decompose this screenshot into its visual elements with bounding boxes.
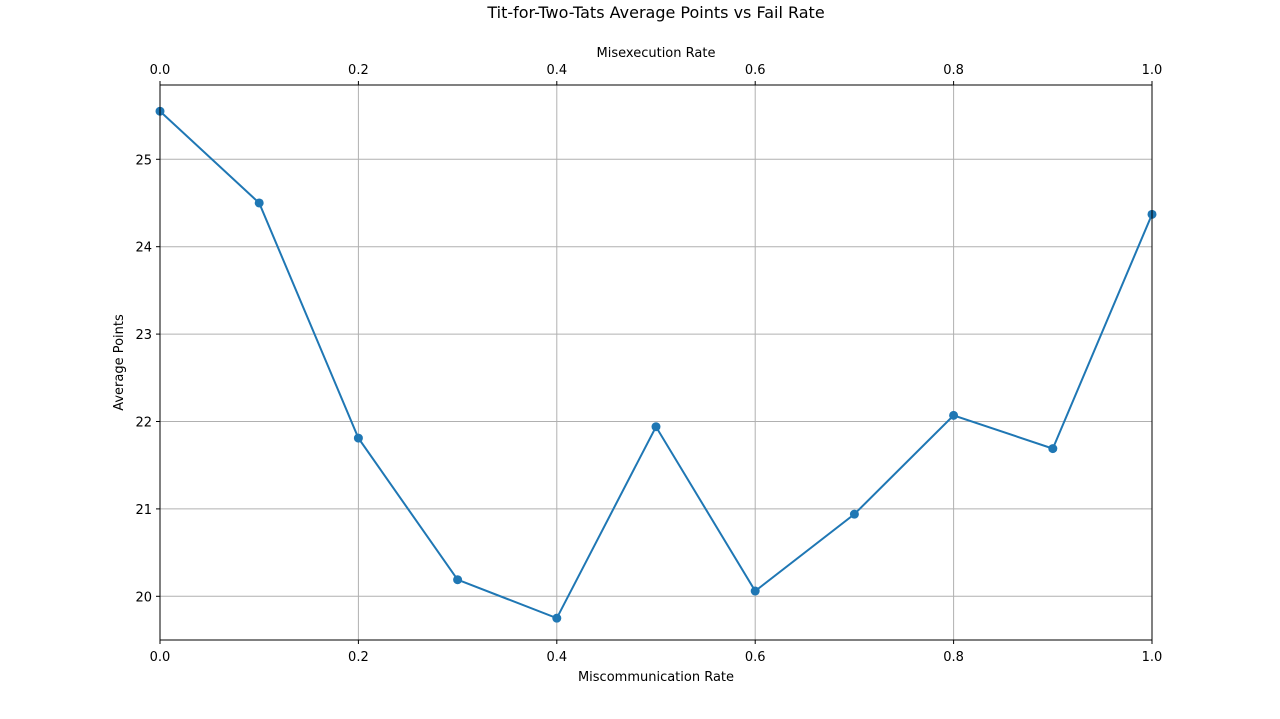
data-point (651, 422, 661, 432)
data-point (552, 613, 562, 623)
x-tick-label: 1.0 (1142, 650, 1163, 665)
top-x-tick-label: 0.8 (943, 63, 964, 78)
top-x-tick-label: 0.0 (150, 63, 171, 78)
x-tick-label: 0.8 (943, 650, 964, 665)
chart-title: Tit-for-Two-Tats Average Points vs Fail … (486, 3, 824, 22)
plot-frame (159, 84, 1153, 641)
data-point (353, 433, 363, 443)
top-x-tick-label: 0.2 (348, 63, 369, 78)
y-tick-label: 24 (135, 241, 152, 256)
y-tick-label: 25 (135, 153, 152, 168)
data-point (849, 509, 859, 519)
top-x-tick-label: 0.6 (745, 63, 766, 78)
y-tick-label: 22 (135, 415, 152, 430)
x-axis-label: Miscommunication Rate (578, 670, 734, 685)
axis-ticks: 0.0 0.0 0.2 0.2 0.4 0.4 0.6 0.6 0.8 0.8 1.0 1.0 20 21… (135, 63, 1162, 665)
top-x-tick-label: 0.4 (546, 63, 567, 78)
data-series (155, 106, 1157, 623)
x-tick-label: 0.2 (348, 650, 369, 665)
data-point (453, 575, 463, 585)
x-tick-label: 0.0 (150, 650, 171, 665)
top-x-axis-label: Misexecution Rate (597, 46, 716, 61)
data-point (949, 410, 959, 420)
y-tick-label: 21 (135, 503, 152, 518)
y-axis-label: Average Points (112, 314, 127, 411)
x-tick-label: 0.4 (546, 650, 567, 665)
top-x-tick-label: 1.0 (1142, 63, 1163, 78)
x-tick-label: 0.6 (745, 650, 766, 665)
data-point (750, 586, 760, 596)
data-point (1048, 444, 1058, 454)
y-tick-label: 20 (135, 590, 152, 605)
data-point (254, 198, 264, 208)
y-tick-label: 23 (135, 328, 152, 343)
